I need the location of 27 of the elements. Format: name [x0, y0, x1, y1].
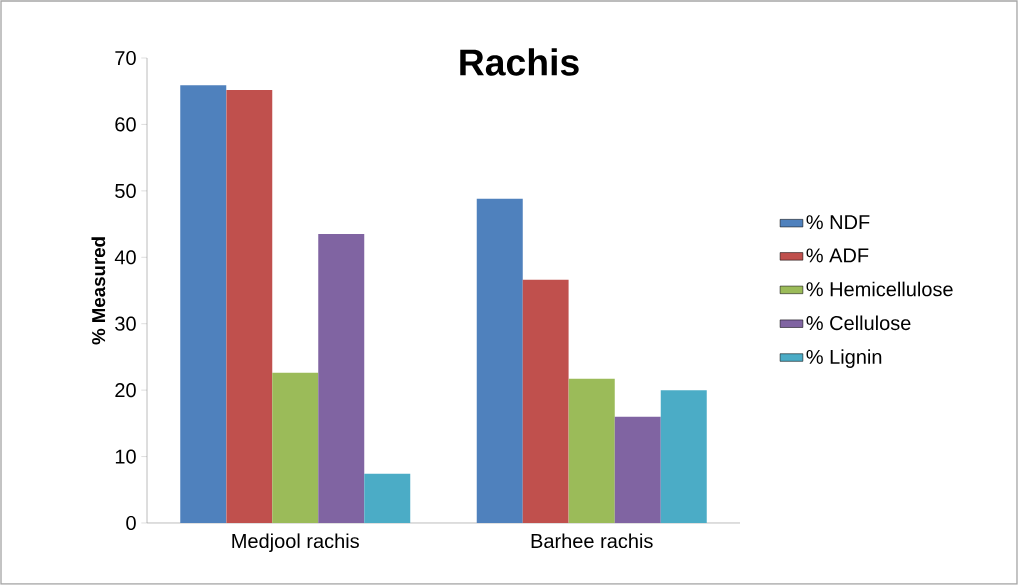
y-tick-label: 30: [115, 316, 136, 331]
bar: [522, 279, 569, 523]
bar: [568, 378, 615, 523]
bar: [318, 234, 365, 523]
y-tick-label: 70: [115, 50, 136, 66]
chart-title: Rachis: [460, 48, 579, 76]
bar: [476, 198, 523, 523]
legend-label: % NDF: [806, 215, 870, 230]
bar: [614, 416, 661, 523]
y-tick-label: 20: [115, 383, 136, 398]
bar: [364, 473, 411, 523]
y-tick-label: 60: [115, 117, 136, 132]
y-tick-label: 0: [126, 515, 136, 531]
x-tick-label: Barhee rachis: [531, 533, 653, 549]
legend-label: % Cellulose: [806, 315, 911, 331]
bar: [180, 85, 227, 523]
y-tick-label: 40: [114, 250, 136, 265]
legend-label: % Lignin: [806, 349, 882, 368]
legend-label: % Hemicellulose: [806, 281, 953, 297]
y-axis-title: % Measured: [91, 237, 106, 345]
bar: [660, 390, 707, 523]
legend-label: % ADF: [806, 248, 869, 263]
x-tick-label: Medjool rachis: [232, 533, 359, 553]
y-tick-label: 50: [115, 183, 136, 198]
bar: [272, 372, 319, 523]
bar: [226, 89, 273, 523]
y-tick-label: 10: [115, 449, 136, 464]
